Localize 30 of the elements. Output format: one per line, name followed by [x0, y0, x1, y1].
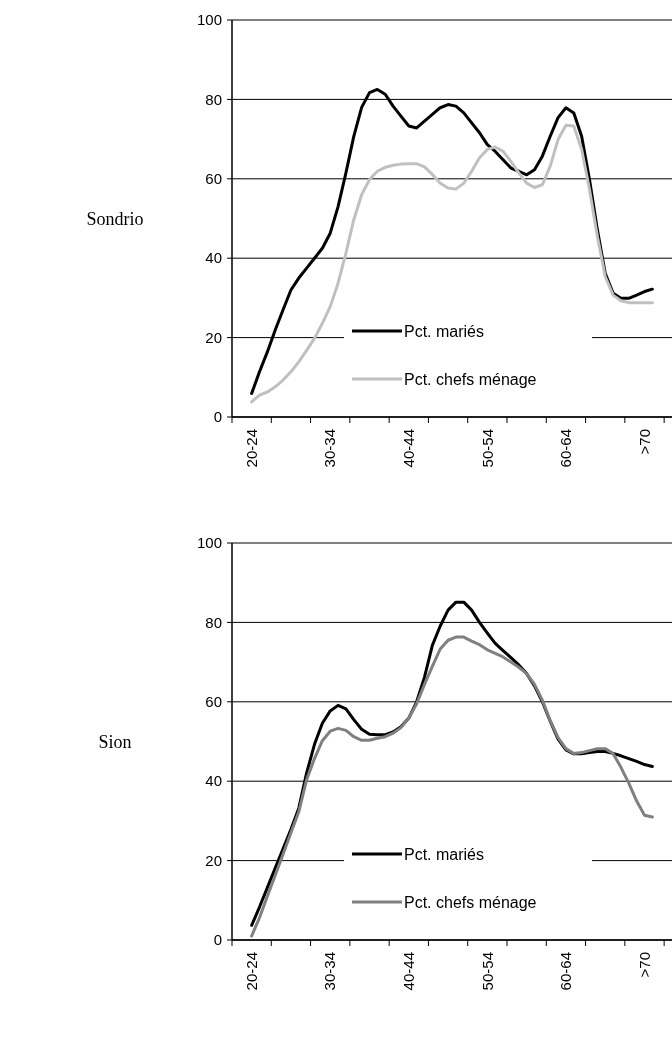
x-tick-label: 20-24 [242, 952, 260, 991]
x-tick-label: 50-54 [478, 952, 496, 991]
y-tick-label: 40 [205, 772, 222, 790]
legend-label: Pct. chefs ménage [404, 893, 537, 911]
y-tick-label: 60 [205, 693, 222, 711]
x-tick-label: 60-64 [557, 952, 575, 991]
legend-label: Pct. mariés [404, 322, 485, 340]
y-tick-label: 20 [205, 851, 222, 869]
y-tick-label: 0 [213, 408, 222, 426]
x-tick-label: 30-34 [321, 952, 339, 991]
legend-label: Pct. chefs ménage [404, 370, 537, 388]
legend-label: Pct. mariés [404, 845, 485, 863]
x-tick-label: 40-44 [400, 429, 418, 468]
x-tick-label: 60-64 [557, 429, 575, 468]
x-tick-label: >70 [635, 429, 653, 455]
x-tick-label: 50-54 [478, 429, 496, 468]
x-tick-label: >70 [635, 952, 653, 978]
x-tick-label: 20-24 [242, 429, 260, 468]
y-tick-label: 80 [205, 90, 222, 108]
x-tick-label: 40-44 [400, 952, 418, 991]
y-tick-label: 100 [196, 534, 222, 552]
text: Sondrio [86, 208, 144, 229]
y-tick-label: 0 [213, 931, 222, 949]
x-tick-label: 30-34 [321, 429, 339, 468]
y-tick-label: 20 [205, 328, 222, 346]
y-tick-label: 40 [205, 249, 222, 267]
text: Sion [98, 731, 132, 752]
y-tick-label: 60 [205, 170, 222, 188]
y-tick-label: 100 [196, 11, 222, 29]
y-tick-label: 80 [205, 613, 222, 631]
